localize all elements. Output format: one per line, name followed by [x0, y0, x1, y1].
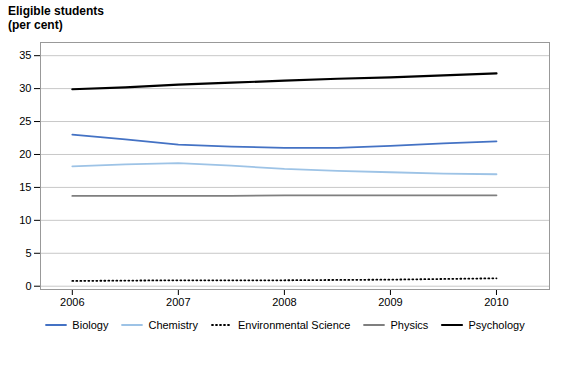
- svg-text:2006: 2006: [60, 296, 84, 308]
- svg-text:20: 20: [19, 148, 31, 160]
- svg-text:25: 25: [19, 115, 31, 127]
- html-text:Biology: Biology: [72, 319, 109, 331]
- svg-text:2009: 2009: [378, 296, 402, 308]
- svg-text:10: 10: [19, 214, 31, 226]
- svg-text:15: 15: [19, 181, 31, 193]
- svg-text:30: 30: [19, 82, 31, 94]
- html-text:Physics: Physics: [390, 319, 429, 331]
- svg-text:5: 5: [25, 247, 31, 259]
- html-text:Psychology: Psychology: [468, 319, 525, 331]
- svg-text:2007: 2007: [166, 296, 190, 308]
- svg-text:0: 0: [25, 280, 31, 292]
- html-text:Eligible students (per cent): Eligible students (per cent): [8, 4, 104, 32]
- svg-text:2008: 2008: [272, 296, 296, 308]
- html-text:Environmental Science: Environmental Science: [238, 319, 351, 331]
- html-text:Chemistry: Chemistry: [148, 319, 198, 331]
- svg-text:2010: 2010: [484, 296, 508, 308]
- svg-text:35: 35: [19, 49, 31, 61]
